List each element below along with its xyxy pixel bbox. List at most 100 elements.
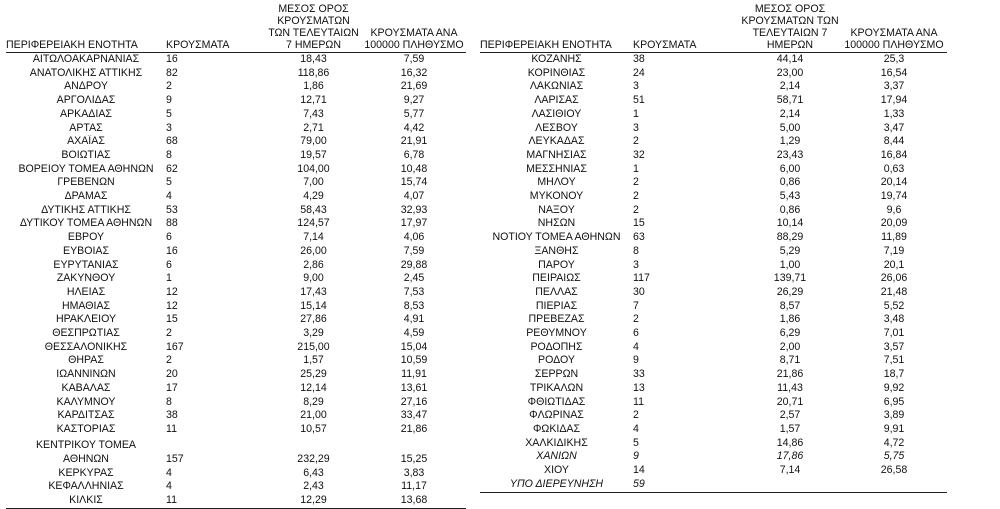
table-row: ΔΡΑΜΑΣ 4 4,29 4,07	[6, 190, 466, 204]
region-name-cell: ΑΡΚΑΔΙΑΣ	[60, 107, 112, 120]
per-100k-cell: 25,3	[883, 53, 905, 65]
per-100k-cell: 3,47	[883, 121, 905, 134]
avg-7day-cell: 44,14	[776, 53, 804, 65]
per-100k-cell: 4,59	[403, 327, 425, 340]
avg-7day-cell: 2,14	[779, 107, 801, 120]
avg-7day-cell: 58,43	[300, 203, 327, 216]
cases-cell: 3	[633, 80, 639, 93]
per-100k-cell: 11,89	[881, 231, 907, 244]
avg-7day-cell: 2,14	[779, 80, 801, 93]
avg-7day-cell: 5,00	[779, 121, 801, 134]
per-100k-cell: 9,92	[883, 381, 905, 394]
avg-7day-cell: 1,00	[779, 258, 801, 271]
region-name-cell: ΒΟΙΩΤΙΑΣ	[61, 148, 111, 161]
avg-7day-cell: 1,86	[303, 80, 324, 93]
cases-cell: 4	[633, 422, 639, 435]
cases-cell: 3	[166, 121, 172, 134]
cases-cell: 5	[633, 436, 639, 449]
region-name-cell: ΕΥΡΥΤΑΝΙΑΣ	[53, 258, 119, 271]
cases-cell: 68	[166, 135, 178, 148]
table-row: ΔΥΤΙΚΟΥ ΤΟΜΕΑ ΑΘΗΝΩΝ 88 124,57 17,97	[6, 217, 466, 231]
avg-7day-cell: 2,71	[303, 121, 324, 134]
per-100k-cell: 21,86	[400, 422, 428, 435]
region-name-cell: ΑΙΤΩΛΟΑΚΑΡΝΑΝΙΑΣ	[32, 53, 140, 65]
avg-7day-cell: 10,57	[300, 422, 327, 435]
cases-cell: 2	[633, 313, 639, 326]
avg-7day-cell: 6,29	[779, 327, 801, 340]
cases-cell: 16	[166, 244, 178, 257]
region-name-cell: ΧΑΝΙΩΝ	[536, 450, 577, 463]
region-name-cell: ΥΠΟ ΔΙΕΡΕΥΝΗΣΗ	[480, 477, 633, 493]
table-row: ΦΩΚΙΔΑΣ 4 1,57 9,91	[480, 423, 947, 437]
per-100k-cell: 17,94	[880, 94, 908, 107]
cases-cell: 4	[633, 340, 639, 353]
covid-cases-table-page: ΠΕΡΙΦΕΡΕΙΑΚΗ ΕΝΟΤΗΤΑ ΚΡΟΥΣΜΑΤΑ ΜΕΣΟΣ ΟΡΟ…	[6, 3, 947, 509]
region-name-cell: ΞΑΝΘΗΣ	[534, 244, 579, 257]
region-name-cell: ΙΩΑΝΝΙΝΩΝ	[56, 368, 116, 381]
table-row: ΜΕΣΣΗΝΙΑΣ 1 6,00 0,63	[480, 163, 947, 177]
cases-cell: 6	[166, 258, 172, 271]
region-name-cell: ΤΡΙΚΑΛΩΝ	[529, 381, 584, 394]
cases-cell: 4	[166, 190, 172, 203]
cases-cell: 11	[633, 395, 644, 408]
region-name-cell: ΚΕΡΚΥΡΑΣ	[58, 466, 114, 479]
region-name-cell: ΧΙΟΥ	[544, 464, 569, 477]
region-name-cell: ΜΗΛΟΥ	[537, 176, 576, 189]
per-100k-cell	[841, 477, 947, 493]
table-row: ΑΡΤΑΣ 3 2,71 4,42	[6, 122, 466, 136]
table-row: ΚΕΡΚΥΡΑΣ 4 6,43 3,83	[6, 467, 466, 481]
region-name-cell: ΑΡΤΑΣ	[69, 121, 103, 134]
cases-cell: 2	[633, 203, 639, 216]
region-name-cell: ΛΑΣΙΘΙΟΥ	[531, 107, 582, 120]
per-100k-cell: 4,06	[403, 231, 425, 244]
table-row: ΤΡΙΚΑΛΩΝ 13 11,43 9,92	[480, 382, 947, 396]
table-row: ΑΧΑΪΑΣ 68 79,00 21,91	[6, 135, 466, 149]
cases-cell: 3	[633, 121, 639, 134]
cases-cell: 53	[166, 203, 178, 216]
cases-cell: 12	[166, 285, 178, 298]
cases-cell: 2	[633, 176, 639, 189]
region-name-cell: ΜΥΚΟΝΟΥ	[529, 190, 584, 203]
cases-cell: 20	[166, 368, 178, 381]
per-100k-cell: 3,89	[883, 409, 905, 422]
table-row: ΠΕΙΡΑΙΩΣ 117 139,71 26,06	[480, 272, 947, 286]
cases-cell: 4	[166, 480, 172, 493]
cases-cell: 157	[166, 452, 184, 465]
avg-7day-cell: 10,14	[776, 217, 804, 230]
region-name-cell: ΗΛΕΙΑΣ	[66, 285, 106, 298]
table-row: ΡΟΔΟΠΗΣ 4 2,00 3,57	[480, 341, 947, 355]
avg-7day-cell: 21,86	[776, 368, 804, 381]
table-row: ΚΙΛΚΙΣ 11 12,29 13,68	[6, 494, 466, 509]
cases-cell: 117	[633, 272, 650, 285]
cases-cell: 6	[633, 327, 639, 340]
table-row: ΚΕΝΤΡΙΚΟΥ ΤΟΜΕΑ ΑΘΗΝΩΝ 157 232,29 15,25	[6, 437, 466, 467]
avg-7day-cell: 8,29	[303, 395, 324, 408]
per-100k-cell: 16,84	[880, 148, 908, 161]
table-row: ΑΙΤΩΛΟΑΚΑΡΝΑΝΙΑΣ 16 18,43 7,59	[6, 53, 466, 67]
cases-cell: 1	[166, 272, 172, 285]
avg-7day-cell: 26,00	[300, 244, 327, 257]
cases-cell: 24	[633, 66, 645, 79]
cases-cell: 2	[633, 135, 639, 148]
table-row: ΜΥΚΟΝΟΥ 2 5,43 19,74	[480, 190, 947, 204]
table-row: ΛΑΚΩΝΙΑΣ 3 2,14 3,37	[480, 80, 947, 94]
region-name-cell: ΖΑΚΥΝΘΟΥ	[56, 272, 116, 285]
table-row: ΠΕΛΛΑΣ 30 26,29 21,48	[480, 286, 947, 300]
table-row: ΚΑΒΑΛΑΣ 17 12,14 13,61	[6, 382, 466, 396]
region-name-cell: ΜΑΓΝΗΣΙΑΣ	[526, 148, 587, 161]
avg-7day-cell: 14,86	[776, 436, 804, 449]
left-header-region: ΠΕΡΙΦΕΡΕΙΑΚΗ ΕΝΟΤΗΤΑ	[6, 3, 166, 53]
region-name-cell: ΦΛΩΡΙΝΑΣ	[529, 409, 584, 422]
cases-cell: 2	[166, 327, 172, 340]
region-name-cell: ΚΕΦΑΛΛΗΝΙΑΣ	[48, 480, 124, 493]
per-100k-cell: 10,48	[400, 162, 428, 175]
cases-cell: 1	[633, 107, 639, 120]
cases-cell: 9	[633, 354, 639, 367]
region-name-cell: ΡΟΔΟΥ	[538, 354, 575, 367]
region-name-cell: ΠΕΙΡΑΙΩΣ	[532, 272, 581, 285]
avg-7day-cell: 124,57	[297, 217, 330, 230]
per-100k-cell: 7,53	[403, 285, 425, 298]
avg-7day-cell: 2,57	[779, 409, 801, 422]
region-name-cell: ΠΕΛΛΑΣ	[535, 285, 578, 298]
table-row: ΚΕΦΑΛΛΗΝΙΑΣ 4 2,43 11,17	[6, 480, 466, 494]
